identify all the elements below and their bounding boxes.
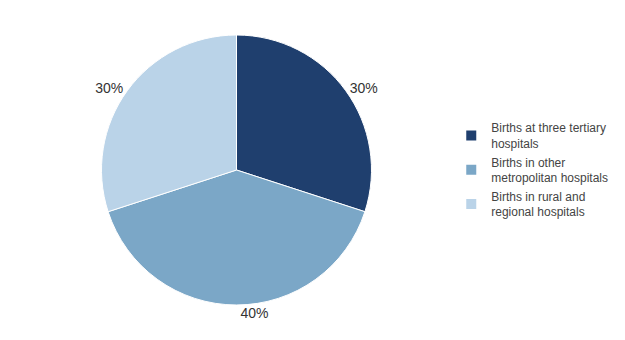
svg-text:30%: 30% bbox=[95, 80, 123, 96]
svg-text:Births in othermetropolitan ho: Births in othermetropolitan hospitals bbox=[491, 156, 608, 186]
svg-text:30%: 30% bbox=[350, 80, 378, 96]
svg-text:40%: 40% bbox=[241, 305, 269, 321]
svg-text:Births at three tertiaryhospit: Births at three tertiaryhospitals bbox=[491, 121, 606, 151]
svg-text:Births in rural andregional ho: Births in rural andregional hospitals bbox=[491, 190, 585, 220]
